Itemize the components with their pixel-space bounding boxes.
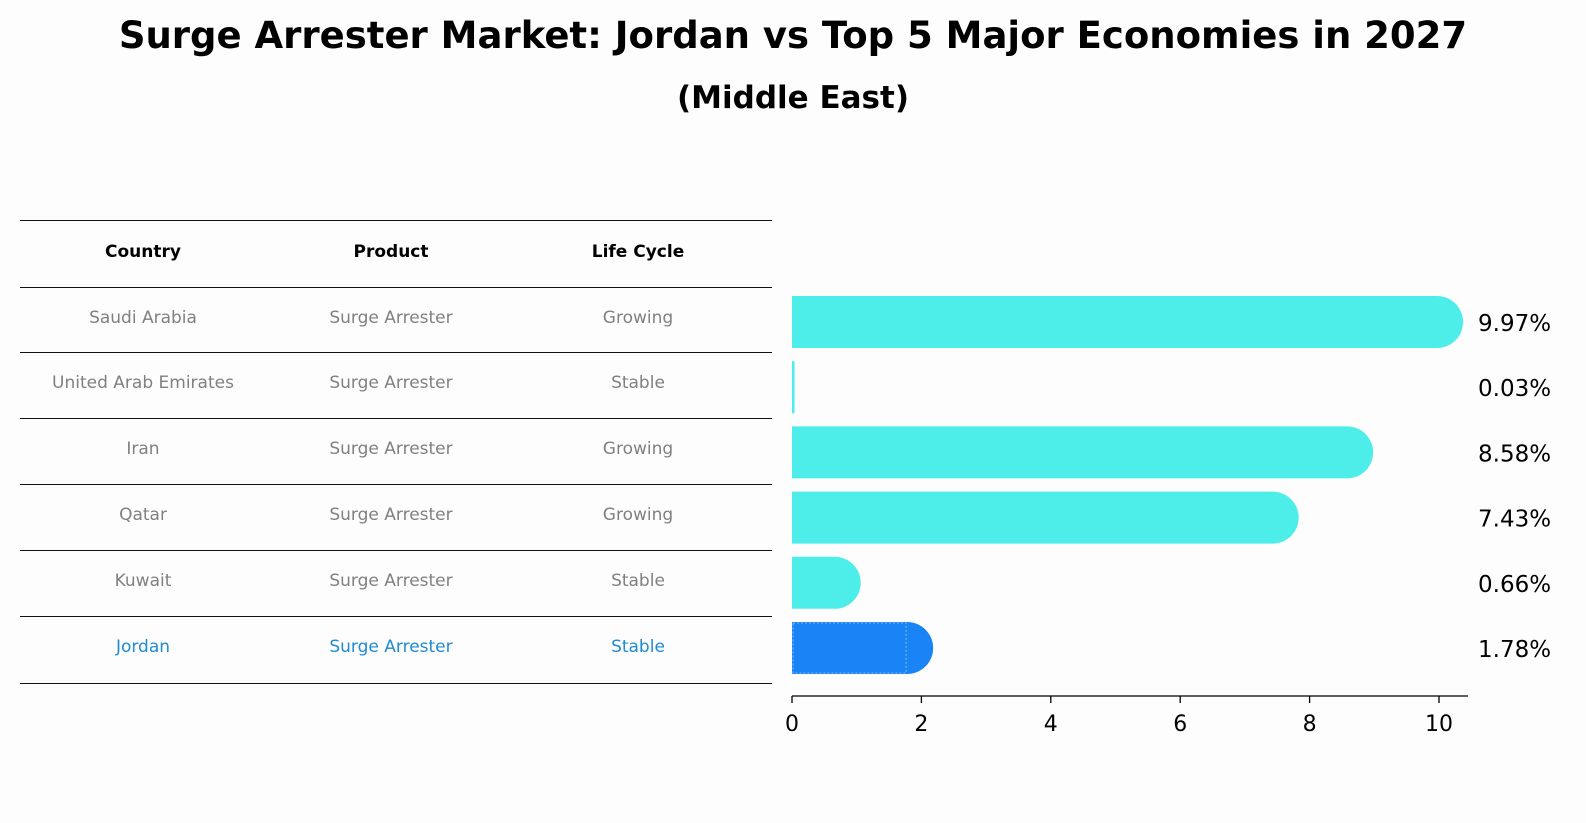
table-cell-product: Surge Arrester bbox=[329, 505, 453, 525]
bar bbox=[792, 296, 1464, 348]
table-cell-product-highlight: Surge Arrester bbox=[329, 637, 453, 657]
bar-highlight-outline bbox=[792, 622, 907, 674]
data-label: 9.97% bbox=[1478, 311, 1551, 337]
table-cell-product: Surge Arrester bbox=[329, 308, 453, 328]
table-cell-life-cycle: Growing bbox=[602, 308, 674, 328]
table-rule bbox=[20, 616, 772, 617]
data-label: 7.43% bbox=[1478, 507, 1551, 533]
x-tick-label: 0 bbox=[785, 712, 799, 737]
data-label: 0.03% bbox=[1478, 376, 1551, 402]
table-rule bbox=[20, 550, 772, 551]
header-country: Country bbox=[105, 242, 181, 262]
table-cell-country-highlight: Jordan bbox=[115, 637, 171, 657]
data-label: 1.78% bbox=[1478, 637, 1551, 663]
table-cell-product: Surge Arrester bbox=[329, 373, 453, 393]
table-cell-life-cycle-highlight: Stable bbox=[611, 637, 665, 657]
table-rule-bottom bbox=[20, 683, 772, 684]
header-product: Product bbox=[353, 242, 429, 262]
data-label: 8.58% bbox=[1478, 441, 1551, 467]
table-cell-product: Surge Arrester bbox=[329, 571, 453, 591]
table-rule bbox=[20, 418, 772, 419]
header-life-cycle: Life Cycle bbox=[591, 242, 685, 262]
x-tick-label: 6 bbox=[1173, 712, 1187, 737]
bar bbox=[792, 556, 861, 609]
table-rule-header bbox=[20, 287, 772, 288]
table-cell-product: Surge Arrester bbox=[329, 439, 453, 459]
bar bbox=[792, 426, 1374, 479]
x-tick-label: 2 bbox=[914, 712, 928, 737]
data-label: 0.66% bbox=[1478, 572, 1551, 598]
table-cell-life-cycle: Growing bbox=[602, 505, 674, 525]
x-tick-label: 10 bbox=[1425, 712, 1453, 737]
table-cell-country: Saudi Arabia bbox=[89, 308, 197, 328]
bar-highlight bbox=[792, 622, 934, 674]
table-cell-country: Qatar bbox=[119, 505, 167, 525]
table-cell-country: United Arab Emirates bbox=[52, 373, 234, 393]
x-tick-label: 8 bbox=[1303, 712, 1317, 737]
table-cell-life-cycle: Stable bbox=[611, 373, 665, 393]
table-cell-country: Iran bbox=[126, 439, 160, 459]
bar bbox=[792, 361, 795, 414]
table-cell-country: Kuwait bbox=[114, 571, 172, 591]
table-rule-top bbox=[20, 220, 772, 221]
chart-subtitle: (Middle East) bbox=[676, 80, 909, 116]
table-rule bbox=[20, 352, 772, 353]
table-cell-life-cycle: Stable bbox=[611, 571, 665, 591]
table-cell-life-cycle: Growing bbox=[602, 439, 674, 459]
x-tick-label: 4 bbox=[1044, 712, 1058, 737]
table-rule bbox=[20, 484, 772, 485]
chart-title: Surge Arrester Market: Jordan vs Top 5 M… bbox=[118, 14, 1468, 57]
bar bbox=[792, 491, 1299, 544]
